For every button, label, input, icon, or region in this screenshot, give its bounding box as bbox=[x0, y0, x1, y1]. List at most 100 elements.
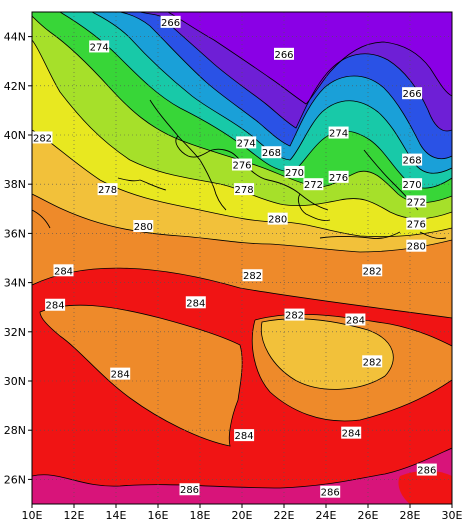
contour-label-text: 284 bbox=[54, 266, 73, 277]
x-axis: 10E 12E 14E 16E 18E 20E 22E 24E 26E 28E 30E bbox=[22, 504, 463, 522]
contour-label: 272 bbox=[406, 195, 427, 208]
contour-label-text: 280 bbox=[134, 222, 153, 233]
contour-label-box bbox=[234, 429, 255, 442]
contour-lines bbox=[32, 12, 452, 489]
contour-label: 286 bbox=[416, 463, 437, 477]
y-tick-label: 40N bbox=[4, 129, 26, 142]
contour-label: 266 bbox=[274, 47, 294, 61]
y-tick-label: 36N bbox=[4, 227, 26, 240]
x-tick-label: 20E bbox=[232, 509, 253, 522]
x-tick-label: 12E bbox=[64, 509, 85, 522]
contour-label-box bbox=[274, 47, 294, 60]
contour-label: 284 bbox=[234, 429, 255, 442]
contour-label: 282 bbox=[242, 269, 263, 282]
contour-label: 276 bbox=[406, 217, 427, 231]
contour-label-text: 284 bbox=[111, 370, 130, 381]
x-tick-label: 30E bbox=[442, 509, 463, 522]
band-above-286-south bbox=[32, 448, 452, 504]
contour-label-box bbox=[267, 212, 288, 225]
contour-label: 274 bbox=[236, 136, 257, 149]
contour-label-layer: 2662662662682682702702722722742742742762… bbox=[32, 15, 437, 499]
contour-label-text: 266 bbox=[403, 89, 422, 100]
contour-label-text: 280 bbox=[268, 215, 287, 226]
x-tick-label: 28E bbox=[400, 509, 421, 522]
contour-label: 282 bbox=[362, 264, 383, 277]
contour-label-text: 280 bbox=[407, 242, 426, 253]
y-tick-label: 26N bbox=[4, 473, 26, 486]
contour-label-text: 268 bbox=[403, 156, 422, 167]
x-tick-label: 14E bbox=[106, 509, 127, 522]
contour-label-text: 270 bbox=[403, 180, 422, 191]
contour-label-box bbox=[406, 239, 427, 252]
contour-label-box bbox=[284, 165, 305, 178]
contour-label-box bbox=[179, 483, 200, 496]
contour-label-text: 284 bbox=[186, 298, 205, 309]
band-282-284-tongue bbox=[40, 305, 243, 446]
contour-label: 284 bbox=[53, 264, 74, 277]
contour-label: 284 bbox=[185, 296, 206, 309]
contour-label-text: 278 bbox=[98, 185, 117, 196]
contour-label-box bbox=[32, 131, 53, 144]
contour-label-box bbox=[402, 153, 423, 166]
contour-label-text: 276 bbox=[329, 173, 348, 184]
contour-label: 278 bbox=[234, 183, 255, 196]
x-tick-label: 16E bbox=[148, 509, 169, 522]
x-tick-label: 24E bbox=[316, 509, 337, 522]
contour-label-text: 274 bbox=[329, 129, 348, 140]
contour-label: 282 bbox=[362, 355, 383, 368]
contour-label: 280 bbox=[267, 212, 288, 226]
x-tick-label: 26E bbox=[358, 509, 379, 522]
contour-label-text: 268 bbox=[262, 148, 281, 159]
y-tick-label: 30N bbox=[4, 375, 26, 388]
contour-label-box bbox=[345, 313, 366, 326]
contour-label: 284 bbox=[110, 367, 131, 381]
contour-label-box bbox=[160, 15, 181, 28]
contour-label-text: 282 bbox=[363, 357, 382, 368]
band-below-266 bbox=[168, 12, 452, 104]
y-tick-label: 32N bbox=[4, 326, 26, 339]
contour-label-box bbox=[328, 126, 349, 139]
contour-label-text: 282 bbox=[285, 311, 304, 322]
contour-label-text: 282 bbox=[243, 271, 262, 282]
y-tick-label: 34N bbox=[4, 277, 26, 290]
contour-label: 282 bbox=[32, 131, 53, 144]
contour-label-box bbox=[341, 426, 362, 439]
contour-label-text: 278 bbox=[235, 185, 254, 196]
contour-label-text: 266 bbox=[161, 18, 180, 29]
x-tick-label: 10E bbox=[22, 509, 43, 522]
contour-label: 270 bbox=[284, 165, 305, 179]
contour-label: 286 bbox=[320, 485, 341, 499]
y-tick-label: 44N bbox=[4, 31, 26, 44]
contour-label-text: 272 bbox=[304, 180, 323, 191]
contour-label-box bbox=[284, 308, 305, 321]
contour-label-box bbox=[362, 355, 383, 368]
contour-label-text: 286 bbox=[417, 466, 436, 477]
contour-label-box bbox=[232, 158, 252, 171]
contour-label: 276 bbox=[328, 170, 349, 184]
contour-label: 266 bbox=[402, 87, 423, 100]
contour-label: 284 bbox=[45, 298, 66, 312]
contour-label-box bbox=[406, 195, 427, 208]
contour-label-box bbox=[185, 296, 206, 309]
contour-label-box bbox=[320, 485, 341, 498]
contour-label-box bbox=[133, 220, 154, 233]
contour-label-box bbox=[402, 178, 423, 191]
y-axis: 26N 28N 30N 32N 34N 36N 38N 40N 42N 44N bbox=[4, 31, 32, 486]
contour-label-box bbox=[328, 170, 349, 183]
contour-label-box bbox=[416, 463, 437, 476]
contour-label-text: 282 bbox=[33, 133, 52, 144]
contour-label: 274 bbox=[89, 40, 110, 53]
y-tick-label: 38N bbox=[4, 178, 26, 191]
contour-label: 286 bbox=[179, 483, 200, 496]
contour-label-text: 284 bbox=[346, 316, 365, 327]
contour-label-text: 282 bbox=[363, 266, 382, 277]
contour-label: 278 bbox=[97, 183, 118, 196]
contour-label: 284 bbox=[341, 426, 362, 440]
contour-label: 268 bbox=[402, 153, 423, 167]
y-tick-label: 28N bbox=[4, 424, 26, 437]
contour-label-text: 284 bbox=[46, 301, 65, 312]
band-280-282-east bbox=[261, 318, 394, 390]
contour-label-text: 284 bbox=[235, 431, 254, 442]
contour-label: 270 bbox=[402, 178, 423, 191]
